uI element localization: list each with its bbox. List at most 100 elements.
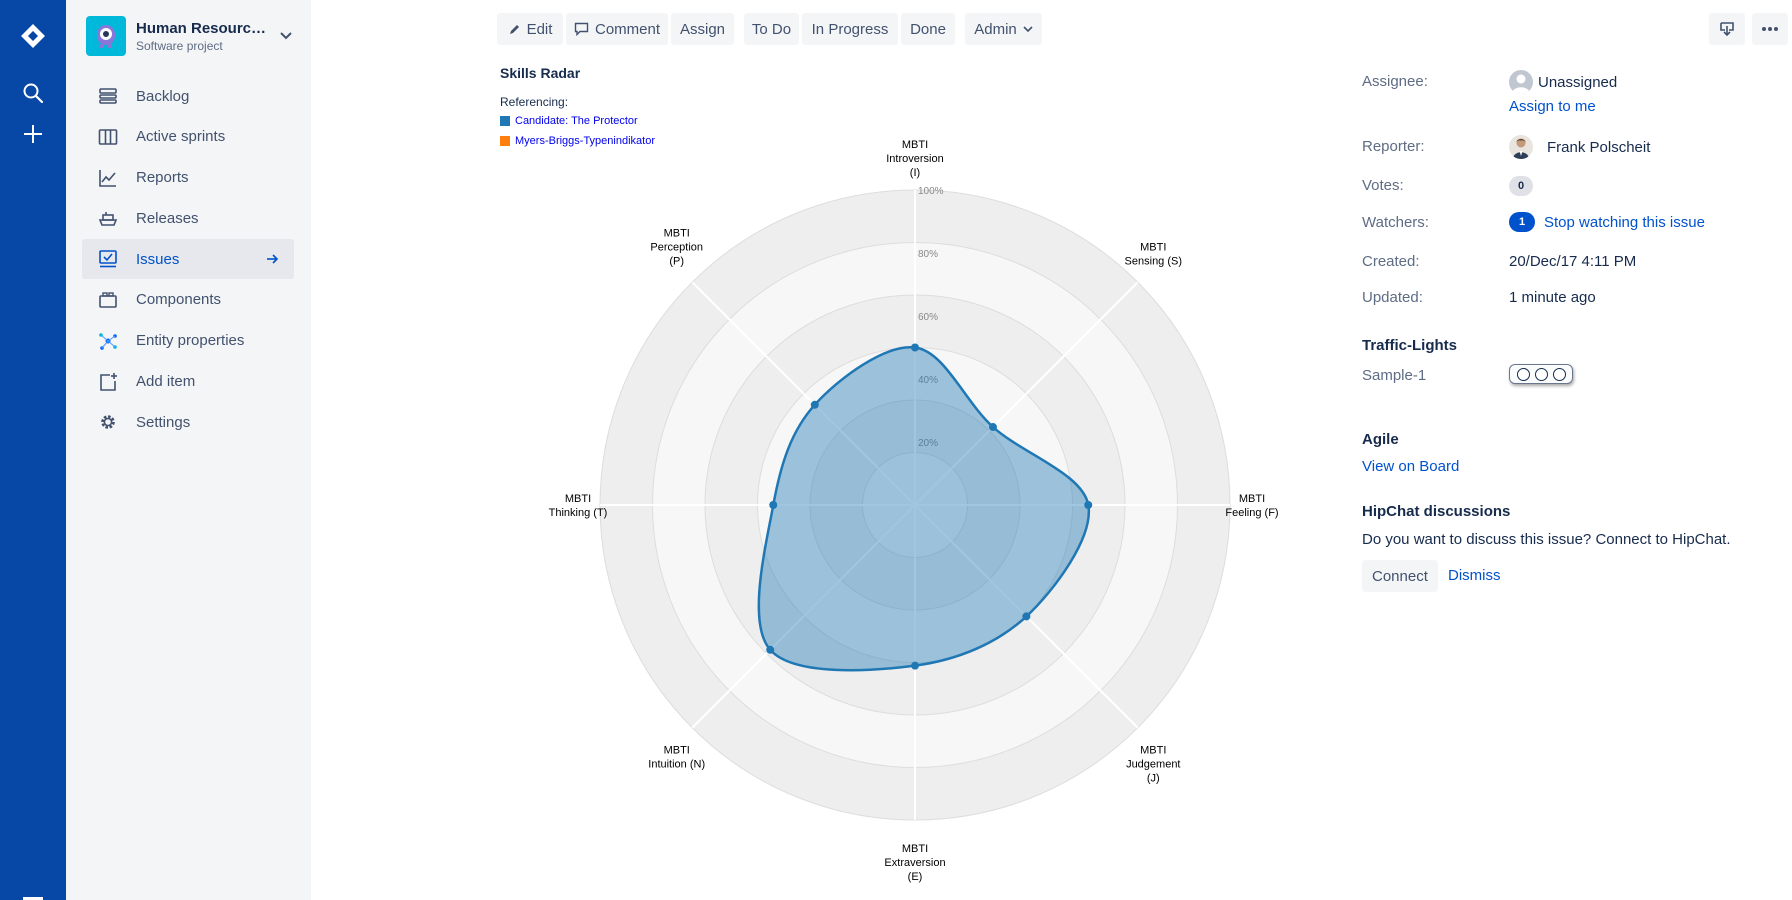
project-avatar (86, 16, 126, 56)
view-on-board-link[interactable]: View on Board (1362, 458, 1460, 475)
traffic-sample-label: Sample-1 (1362, 367, 1427, 384)
export-button[interactable] (1709, 13, 1745, 45)
legend-item-mbti[interactable]: Myers-Briggs-Typenindikator (500, 133, 655, 149)
admin-dropdown-button[interactable]: Admin (965, 13, 1042, 45)
reporter-avatar (1509, 135, 1533, 159)
create-plus-icon[interactable] (13, 114, 53, 154)
radar-axis-label: MBTI Extraversion (E) (884, 843, 945, 883)
connect-button[interactable]: Connect (1362, 560, 1438, 592)
project-type: Software project (136, 38, 223, 53)
nav-bottom-marker (23, 897, 43, 900)
monster-avatar-icon (97, 25, 115, 48)
project-name: Human Resourc… (136, 19, 267, 37)
votes-value: 0 (1509, 176, 1533, 196)
radar-axis-label: MBTI Introversion (I) (886, 140, 943, 179)
comment-button[interactable]: Comment (566, 13, 668, 45)
search-icon[interactable] (13, 73, 53, 113)
axis-label-line: (J) (1147, 772, 1160, 784)
series-point (911, 343, 919, 352)
created-label: Created: (1362, 253, 1420, 270)
sidebar-item-add-item[interactable]: Add item (82, 362, 294, 402)
legend-item-candidate[interactable]: Candidate: The Protector (500, 113, 638, 129)
status-todo-button[interactable]: To Do (744, 13, 799, 45)
stop-watching-link[interactable]: Stop watching this issue (1544, 213, 1705, 231)
sidebar-item-label: Components (136, 291, 222, 309)
radar-axis-label: MBTI Intuition (N) (648, 744, 705, 770)
axis-label-line: Extraversion (884, 857, 945, 869)
series-point (766, 645, 775, 654)
reports-icon (96, 166, 120, 190)
comment-label: Comment (594, 20, 661, 38)
pencil-icon (509, 24, 519, 34)
arrow-right-icon (267, 254, 279, 264)
sidebar-item-label: Backlog (136, 87, 190, 105)
series-point (769, 501, 778, 509)
gear-icon (96, 410, 120, 434)
votes-badge[interactable]: 0 (1509, 176, 1533, 196)
radar-tick-label: 100% (918, 186, 944, 197)
jira-logo-icon[interactable] (13, 16, 53, 56)
status-done-button[interactable]: Done (901, 13, 955, 45)
edit-button[interactable]: Edit (497, 13, 563, 45)
traffic-lights-title: Traffic-Lights (1362, 337, 1458, 354)
dismiss-link[interactable]: Dismiss (1448, 567, 1501, 584)
todo-label: To Do (751, 20, 792, 38)
radar-axis-label: MBTI Sensing (S) (1125, 242, 1182, 268)
votes-label: Votes: (1362, 177, 1404, 194)
radar-axis-label: MBTI Thinking (T) (549, 493, 608, 519)
assign-button[interactable]: Assign (671, 13, 734, 45)
sidebar-item-components[interactable]: Components (82, 280, 294, 320)
traffic-light-icon (1509, 364, 1573, 384)
updated-label: Updated: (1362, 289, 1423, 306)
series-point (911, 661, 919, 670)
ship-icon (96, 206, 120, 230)
board-icon (96, 125, 120, 149)
global-nav (0, 0, 66, 900)
issues-icon (96, 247, 120, 271)
status-inprogress-button[interactable]: In Progress (802, 13, 898, 45)
axis-label-line: (P) (669, 256, 684, 268)
sidebar-item-active-sprints[interactable]: Active sprints (82, 117, 294, 157)
legend-label: Myers-Briggs-Typenindikator (515, 135, 655, 147)
project-header[interactable]: Human Resourc… Software project (86, 15, 296, 57)
project-sidebar: Human Resourc… Software project Backlog … (66, 0, 311, 900)
axis-label-line: Sensing (S) (1125, 256, 1182, 268)
radar-axis-label: MBTI Feeling (F) (1225, 493, 1278, 519)
more-dots-icon (1762, 27, 1778, 31)
chevron-down-icon[interactable] (276, 26, 296, 46)
sidebar-item-label: Releases (136, 209, 199, 227)
axis-label-line: MBTI (902, 140, 928, 151)
sidebar-item-releases[interactable]: Releases (82, 198, 294, 238)
axis-label-line: Judgement (1126, 758, 1180, 770)
axis-label-line: Introversion (886, 153, 943, 165)
more-actions-button[interactable] (1752, 13, 1788, 45)
created-value: 20/Dec/17 4:11 PM (1509, 253, 1637, 270)
done-label: Done (910, 20, 946, 38)
axis-label-line: MBTI (1140, 242, 1166, 254)
sidebar-item-reports[interactable]: Reports (82, 158, 294, 198)
comment-icon (574, 22, 589, 36)
inprogress-label: In Progress (811, 20, 889, 38)
backlog-icon (96, 84, 120, 108)
assign-to-me-link[interactable]: Assign to me (1509, 98, 1596, 115)
radar-axis-label: MBTI Judgement (J) (1126, 744, 1180, 784)
sidebar-item-backlog[interactable]: Backlog (82, 76, 294, 116)
admin-label: Admin (974, 20, 1017, 38)
add-item-icon (96, 370, 120, 394)
hipchat-title: HipChat discussions (1362, 503, 1511, 520)
assign-label: Assign (679, 20, 726, 38)
assignee-name: Unassigned (1538, 73, 1618, 91)
sidebar-item-settings[interactable]: Settings (82, 402, 294, 442)
component-icon (96, 288, 120, 312)
radar-axis-line (691, 281, 916, 506)
watchers-badge[interactable]: 1 (1509, 212, 1535, 232)
export-icon (1720, 22, 1734, 37)
updated-value: 1 minute ago (1509, 289, 1596, 306)
sidebar-item-issues[interactable]: Issues (82, 239, 294, 280)
axis-label-line: Intuition (N) (648, 758, 705, 770)
chevron-down-icon (1023, 25, 1033, 32)
sidebar-item-entity-properties[interactable]: Entity properties (82, 321, 294, 361)
watchers-value: 1 Stop watching this issue (1509, 212, 1705, 232)
watchers-label: Watchers: (1362, 214, 1429, 231)
